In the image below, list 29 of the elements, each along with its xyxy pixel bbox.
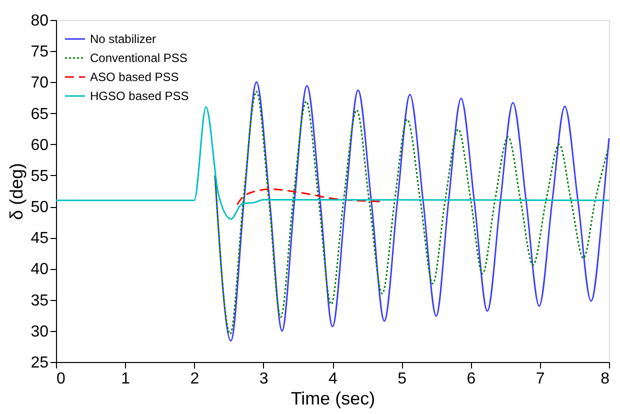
legend-label: Conventional PSS xyxy=(90,51,188,65)
y-axis-title: δ (deg) xyxy=(6,162,27,220)
line-series xyxy=(236,188,382,206)
y-tick-label: 40 xyxy=(30,261,49,278)
y-tick-label: 70 xyxy=(30,74,49,92)
legend-label: ASO based PSS xyxy=(90,70,179,84)
x-tick-label: 0 xyxy=(56,370,66,388)
x-tick-label: 5 xyxy=(398,370,407,388)
x-tick-label: 3 xyxy=(259,370,268,388)
x-tick-label: 4 xyxy=(328,370,338,388)
y-tick-label: 25 xyxy=(30,354,49,372)
y-tick-label: 80 xyxy=(30,12,49,30)
x-axis-title: Time (sec) xyxy=(290,388,376,408)
x-tick-label: 6 xyxy=(466,370,476,388)
y-tick-label: 65 xyxy=(30,106,49,123)
x-tick-label: 7 xyxy=(536,370,545,388)
y-tick-label: 50 xyxy=(30,199,49,216)
x-tick-label: 8 xyxy=(600,370,610,388)
legend-label: No stabilizer xyxy=(90,32,156,46)
y-tick-label: 55 xyxy=(30,168,49,185)
line-series xyxy=(55,106,610,220)
legend-label: HGSO based PSS xyxy=(90,89,189,103)
y-tick-label: 45 xyxy=(30,230,49,248)
y-tick-label: 35 xyxy=(30,292,49,310)
y-tick-label: 75 xyxy=(30,44,49,61)
x-tick-label: 2 xyxy=(190,370,200,388)
y-tick-label: 60 xyxy=(30,136,49,154)
y-tick-label: 30 xyxy=(30,323,49,340)
x-tick-label: 1 xyxy=(121,370,130,388)
